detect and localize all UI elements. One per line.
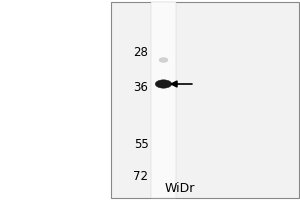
- Text: 55: 55: [134, 138, 148, 150]
- Ellipse shape: [155, 80, 172, 88]
- Text: 28: 28: [134, 46, 148, 58]
- Ellipse shape: [159, 58, 168, 62]
- Text: 36: 36: [134, 81, 148, 94]
- Text: WiDr: WiDr: [165, 182, 195, 196]
- Text: 72: 72: [134, 170, 148, 182]
- FancyBboxPatch shape: [111, 2, 298, 198]
- FancyBboxPatch shape: [151, 2, 176, 198]
